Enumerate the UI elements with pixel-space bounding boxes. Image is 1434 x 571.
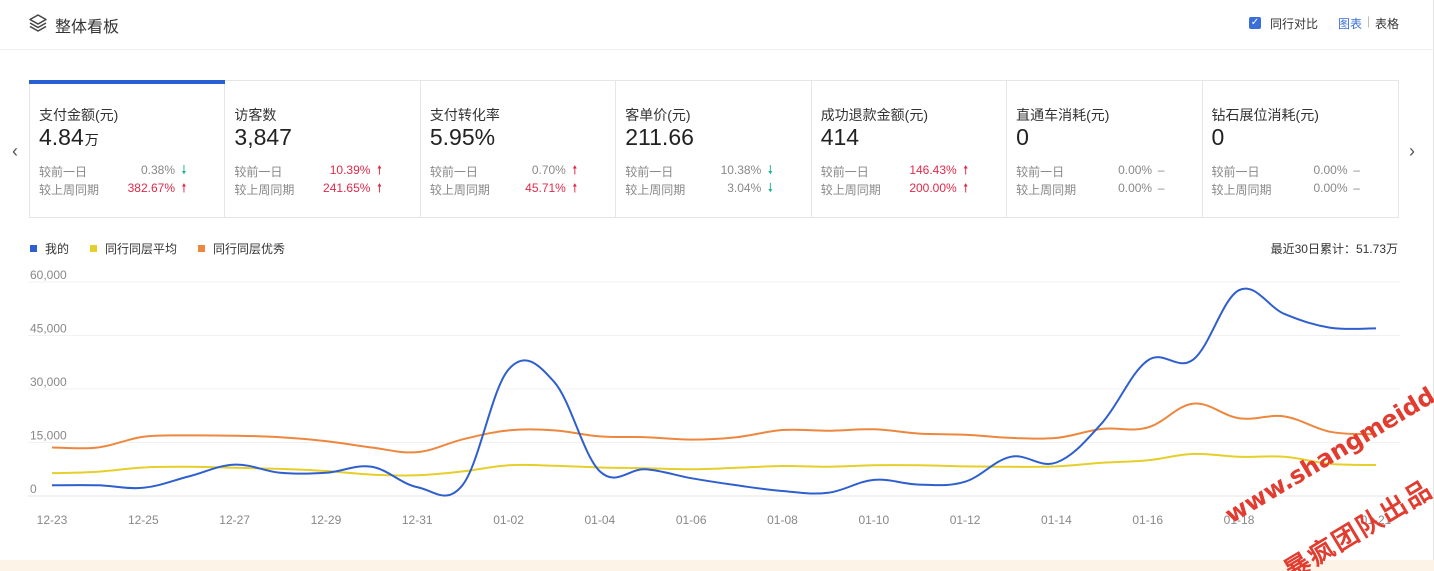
- metric-card-diamond-spend[interactable]: 钻石展位消耗(元) 0 较前一日 0.00% – 较上周同期 0.00% –: [1203, 81, 1398, 217]
- trend-up-icon: 🠕: [963, 181, 969, 195]
- x-tick-label: 12-23: [37, 513, 68, 527]
- prev-arrow-icon[interactable]: ‹: [12, 141, 18, 161]
- legend-item-mine[interactable]: 我的: [30, 240, 69, 257]
- x-tick-label: 01-14: [1041, 513, 1072, 527]
- metric-name: 客单价(元): [625, 107, 691, 123]
- metric-value: 3,847: [234, 124, 292, 150]
- trend-up-icon: 🠕: [572, 181, 578, 195]
- metric-value: 211.66: [625, 124, 694, 150]
- legend-item-peer-excellent[interactable]: 同行同层优秀: [198, 240, 285, 257]
- legend-item-peer-average[interactable]: 同行同层平均: [90, 240, 177, 257]
- y-tick-label: 60,000: [30, 268, 67, 282]
- x-tick-label: 01-12: [950, 513, 981, 527]
- trend-flat-icon: –: [1353, 181, 1360, 195]
- metric-card-ztc-spend[interactable]: 直通车消耗(元) 0 较前一日 0.00% – 较上周同期 0.00% –: [1007, 81, 1203, 217]
- metric-value: 414: [820, 124, 860, 150]
- x-tick-label: 01-16: [1132, 513, 1163, 527]
- trend-flat-icon: –: [1353, 163, 1360, 177]
- metric-name: 直通车消耗(元): [1016, 107, 1110, 123]
- metric-unit: 万: [84, 132, 99, 148]
- legend-swatch: [90, 245, 97, 252]
- compare-prev-week: 较上周同期 3.04% 🠗: [625, 181, 775, 197]
- legend-swatch: [30, 245, 37, 252]
- y-tick-label: 30,000: [30, 375, 67, 389]
- trend-down-icon: 🠗: [767, 181, 773, 195]
- y-tick-label: 45,000: [30, 322, 67, 336]
- compare-prev-week: 较上周同期 200.00% 🠕: [821, 181, 971, 197]
- y-tick-label: 0: [30, 482, 37, 496]
- trend-up-icon: 🠕: [963, 163, 969, 177]
- trend-up-icon: 🠕: [376, 181, 382, 195]
- trend-line-chart: 0 15,000 30,000 45,000 60,000 12-23 12-25 12-27…: [28, 268, 1400, 527]
- compare-prev-week: 较上周同期 382.67% 🠕: [39, 181, 189, 197]
- metric-name: 成功退款金额(元): [820, 107, 929, 123]
- compare-checkbox-label[interactable]: 同行对比: [1270, 17, 1319, 31]
- dashboard-header: 整体看板 ✓ 同行对比 图表 | 表格: [0, 0, 1434, 50]
- page-title: 整体看板: [55, 19, 120, 36]
- metric-card-avg-order-value[interactable]: 客单价(元) 211.66 较前一日 10.38% 🠗 较上周同期 3.04% 🠗: [616, 81, 812, 217]
- series-line-peer-average: [51, 452, 1377, 477]
- compare-prev-day: 较前一日 0.00% –: [1211, 163, 1360, 179]
- compare-prev-day: 较前一日 10.38% 🠗: [625, 163, 775, 179]
- x-tick-label: 01-06: [676, 513, 707, 527]
- trend-down-icon: 🠗: [767, 163, 773, 177]
- y-tick-label: 15,000: [30, 429, 67, 443]
- compare-prev-day: 较前一日 10.39% 🠕: [234, 163, 384, 179]
- metric-value: 0: [1211, 124, 1225, 150]
- x-tick-label: 01-10: [858, 513, 889, 527]
- compare-prev-day: 较前一日 146.43% 🠕: [821, 163, 971, 179]
- layers-icon: [29, 14, 47, 32]
- metric-value: 5.95%: [429, 124, 496, 150]
- compare-prev-week: 较上周同期 45.71% 🠕: [430, 181, 580, 197]
- trend-down-icon: 🠗: [181, 163, 187, 177]
- compare-prev-week: 较上周同期 241.65% 🠕: [234, 181, 384, 197]
- compare-prev-day: 较前一日 0.38% 🠗: [39, 163, 189, 179]
- compare-checkbox[interactable]: ✓: [1249, 17, 1261, 29]
- compare-prev-week: 较上周同期 0.00% –: [1211, 181, 1360, 197]
- trend-up-icon: 🠕: [181, 181, 187, 195]
- compare-prev-day: 较前一日 0.70% 🠕: [430, 163, 580, 179]
- trend-flat-icon: –: [1157, 163, 1165, 177]
- metric-name: 访客数: [234, 107, 277, 123]
- trend-up-icon: 🠕: [376, 163, 382, 177]
- x-tick-label: 01-04: [585, 513, 616, 527]
- series-line-peer-excellent: [51, 402, 1377, 454]
- metric-name: 钻石展位消耗(元): [1211, 107, 1319, 123]
- compare-prev-week: 较上周同期 0.00% –: [1016, 181, 1165, 197]
- compare-prev-day: 较前一日 0.00% –: [1016, 163, 1165, 179]
- metric-name: 支付转化率: [429, 107, 500, 123]
- series-line-mine: [51, 287, 1377, 497]
- x-tick-label: 12-31: [402, 513, 433, 527]
- last-30-days-total: 最近30日累计：51.73万: [1270, 242, 1398, 256]
- x-tick-label: 12-25: [128, 513, 159, 527]
- table-view-toggle[interactable]: 表格: [1375, 17, 1400, 31]
- x-tick-label: 01-08: [767, 513, 798, 527]
- metric-value: 0: [1016, 124, 1029, 150]
- trend-flat-icon: –: [1157, 181, 1165, 195]
- x-tick-label: 12-27: [219, 513, 250, 527]
- legend-swatch: [198, 245, 205, 252]
- x-tick-label: 01-21: [1361, 513, 1392, 527]
- chart-view-toggle[interactable]: 图表: [1338, 17, 1363, 31]
- metric-card-payment-amount[interactable]: 支付金额(元) 4.84万 较前一日 0.38% 🠗 较上周同期 382.67% 🠕: [28, 80, 226, 217]
- x-tick-label: 01-02: [493, 513, 524, 527]
- trend-up-icon: 🠕: [572, 163, 578, 177]
- metric-card-conversion-rate[interactable]: 支付转化率 5.95% 较前一日 0.70% 🠕 较上周同期 45.71% 🠕: [421, 81, 617, 217]
- metric-value: 4.84万: [39, 124, 99, 150]
- x-tick-label: 01-18: [1224, 513, 1255, 527]
- next-arrow-icon[interactable]: ›: [1409, 141, 1415, 161]
- metric-cards: 支付金额(元) 4.84万 较前一日 0.38% 🠗 较上周同期 382.67% 🠕 访…: [28, 80, 1399, 218]
- view-toggle-separator: |: [1367, 14, 1371, 28]
- x-tick-label: 12-29: [311, 513, 342, 527]
- metric-card-visitors[interactable]: 访客数 3,847 较前一日 10.39% 🠕 较上周同期 241.65% 🠕: [225, 81, 421, 217]
- metric-name: 支付金额(元): [39, 107, 119, 123]
- metric-card-refund-amount[interactable]: 成功退款金额(元) 414 较前一日 146.43% 🠕 较上周同期 200.00% 🠕: [812, 81, 1008, 217]
